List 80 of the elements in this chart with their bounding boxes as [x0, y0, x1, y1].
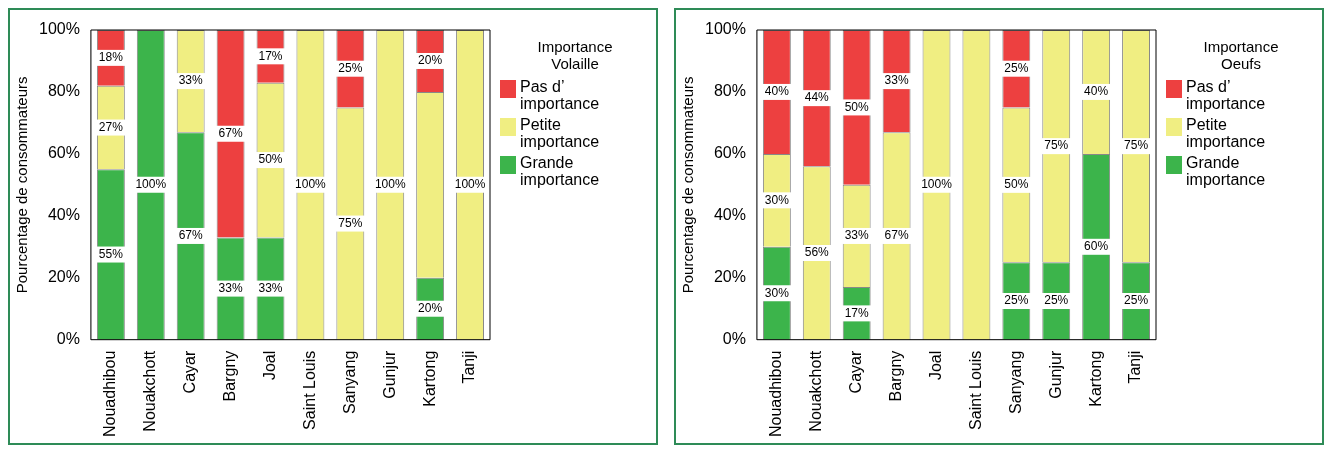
- data-label: 17%: [258, 48, 283, 63]
- x-tick-label: Joal: [260, 350, 278, 381]
- data-label: 75%: [1044, 138, 1069, 153]
- x-tick-label: Cayar: [847, 350, 865, 394]
- data-label: 75%: [338, 215, 363, 230]
- data-label: 44%: [804, 90, 830, 105]
- legend-title: Importance Oeufs: [1202, 38, 1280, 72]
- data-label: 33%: [844, 228, 870, 243]
- y-axis-title: Pourcentage de consommateurs: [13, 76, 31, 294]
- x-tick-label: Kartong: [420, 350, 438, 407]
- x-tick-label: Gunjur: [1046, 350, 1064, 399]
- x-tick-label: Nouadhibou: [101, 350, 119, 437]
- y-tick-label: 60%: [47, 144, 80, 162]
- legend-label: Petite importance: [520, 116, 601, 150]
- x-tick-label: Saint Louis: [300, 350, 318, 430]
- data-label: 100%: [921, 177, 953, 192]
- data-label: 67%: [218, 126, 243, 141]
- data-label: 40%: [764, 84, 790, 99]
- y-tick-label: 80%: [47, 82, 80, 100]
- data-label: 20%: [418, 53, 443, 68]
- y-tick-label: 20%: [47, 268, 80, 286]
- legend-label: Grande importance: [1186, 154, 1267, 188]
- data-label: 100%: [454, 177, 486, 192]
- x-tick-label: Kartong: [1086, 350, 1104, 407]
- data-label: 40%: [1084, 84, 1109, 99]
- data-label: 33%: [884, 73, 909, 88]
- data-label: 25%: [1124, 293, 1149, 308]
- x-tick-label: Joal: [926, 350, 944, 381]
- data-label: 20%: [418, 301, 443, 316]
- y-tick-label: 0%: [722, 330, 746, 348]
- data-label: 27%: [98, 119, 124, 134]
- y-tick-label: 100%: [39, 20, 80, 38]
- data-label: 50%: [1004, 177, 1029, 192]
- y-tick-label: 0%: [56, 330, 80, 348]
- y-tick-label: 40%: [713, 206, 746, 224]
- data-label: 75%: [1124, 138, 1149, 153]
- data-label: 33%: [258, 280, 283, 295]
- legend-label: Grande importance: [520, 154, 601, 188]
- y-tick-label: 20%: [713, 268, 746, 286]
- x-tick-label: Nouakchott: [141, 350, 159, 432]
- data-label: 30%: [764, 285, 790, 300]
- data-label: 17%: [844, 305, 870, 320]
- y-axis-title: Pourcentage de consommateurs: [679, 76, 697, 294]
- data-label: 18%: [98, 50, 124, 65]
- data-label: 25%: [1044, 293, 1069, 308]
- data-label: 55%: [98, 246, 124, 261]
- legend-title: Importance Volaille: [536, 38, 614, 72]
- x-tick-label: Tanji: [1126, 350, 1144, 384]
- data-label: 60%: [1084, 239, 1109, 254]
- data-label: 25%: [338, 61, 363, 76]
- data-label: 50%: [258, 152, 283, 167]
- x-tick-label: Gunjur: [380, 350, 398, 399]
- data-label: 100%: [374, 177, 406, 192]
- data-label: 56%: [804, 245, 830, 260]
- data-label: 30%: [764, 192, 790, 207]
- x-tick-label: Sanyang: [1006, 350, 1024, 414]
- x-tick-label: Bargny: [887, 350, 905, 402]
- data-label: 33%: [178, 73, 204, 88]
- x-tick-label: Saint Louis: [966, 350, 984, 430]
- x-tick-label: Cayar: [181, 350, 199, 394]
- legend-label: Petite importance: [1186, 116, 1267, 150]
- legend-label: Pas d’ importance: [1186, 78, 1267, 112]
- data-label: 25%: [1004, 61, 1029, 76]
- data-label: 100%: [135, 177, 167, 192]
- data-label: 33%: [218, 280, 243, 295]
- data-label: 67%: [178, 228, 204, 243]
- x-tick-label: Nouadhibou: [767, 350, 785, 437]
- data-label: 100%: [295, 177, 327, 192]
- y-tick-label: 40%: [47, 206, 80, 224]
- x-tick-label: Tanji: [460, 350, 478, 384]
- x-tick-label: Nouakchott: [807, 350, 825, 432]
- legend-label: Pas d’ importance: [520, 78, 601, 112]
- y-tick-label: 80%: [713, 82, 746, 100]
- data-label: 67%: [884, 228, 909, 243]
- y-tick-label: 60%: [713, 144, 746, 162]
- x-tick-label: Sanyang: [340, 350, 358, 414]
- x-tick-label: Bargny: [221, 350, 239, 402]
- data-label: 50%: [844, 99, 870, 114]
- y-tick-label: 100%: [705, 20, 746, 38]
- data-label: 25%: [1004, 293, 1029, 308]
